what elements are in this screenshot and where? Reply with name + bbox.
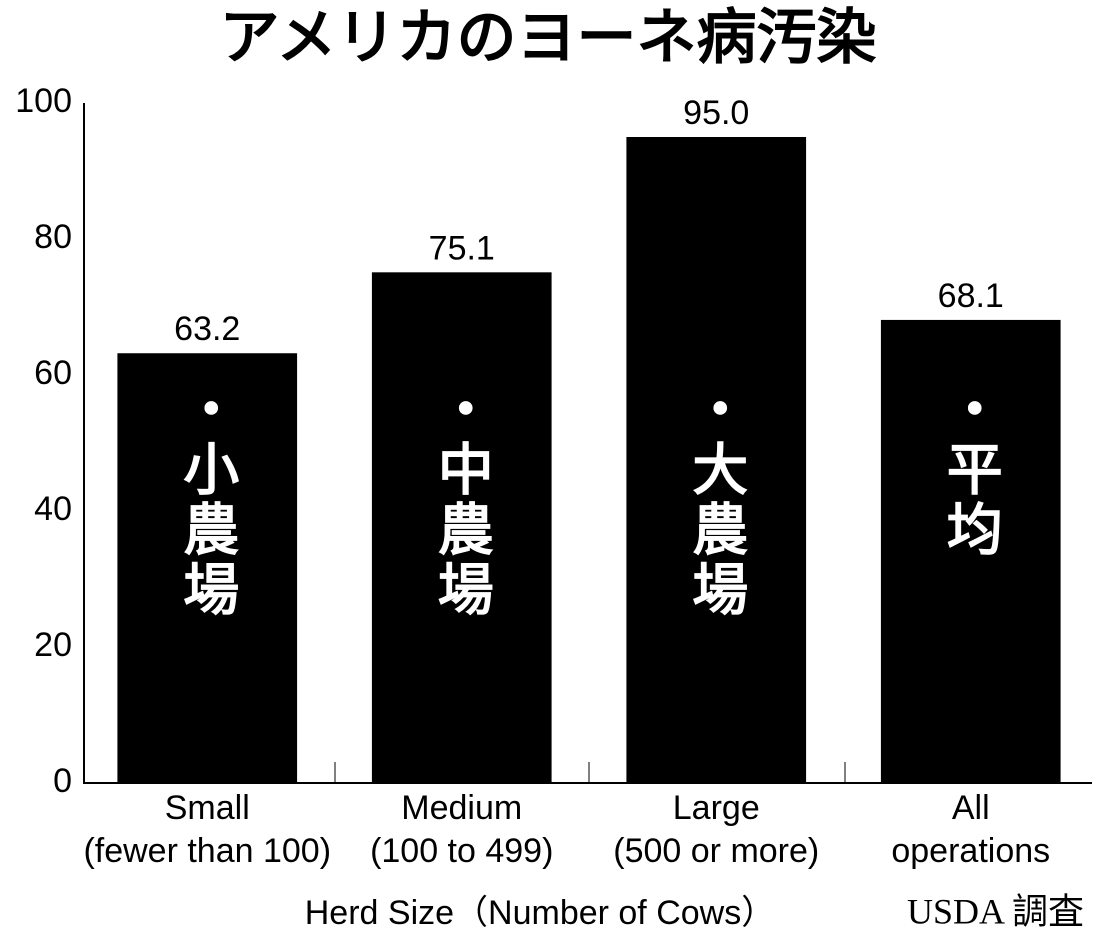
- bar-label: ・小農場: [176, 380, 239, 620]
- x-tick-label: operations: [891, 832, 1050, 870]
- x-axis-title: Herd Size（Number of Cows）: [305, 894, 775, 932]
- y-tick-label: 100: [15, 82, 72, 120]
- x-tick-label: (500 or more): [613, 832, 819, 870]
- x-tick-label: (100 to 499): [370, 832, 553, 870]
- x-tick-label: Large: [673, 789, 760, 827]
- bar: [880, 319, 1061, 783]
- value-label: 63.2: [174, 310, 240, 348]
- x-tick-label: Medium: [401, 789, 522, 827]
- bar: [117, 353, 298, 783]
- bar-label: ・大農場: [685, 380, 748, 620]
- source-note: USDA 調査: [907, 891, 1084, 931]
- bar: [371, 272, 552, 783]
- y-tick-label: 60: [34, 354, 72, 392]
- x-tick-label: All: [952, 789, 990, 827]
- chart-title: アメリカのヨーネ病汚染: [220, 4, 877, 71]
- value-label: 75.1: [429, 229, 495, 267]
- bar: [626, 137, 807, 783]
- bar-label: ・中農場: [430, 380, 493, 620]
- x-tick-label: Small: [165, 789, 250, 827]
- y-tick-label: 20: [34, 626, 72, 664]
- value-label: 68.1: [938, 277, 1004, 315]
- y-tick-label: 0: [53, 762, 72, 800]
- bar-label: ・平均: [939, 380, 1002, 560]
- y-tick-label: 40: [34, 490, 72, 528]
- value-label: 95.0: [683, 94, 749, 132]
- y-tick-label: 80: [34, 218, 72, 256]
- x-tick-label: (fewer than 100): [83, 832, 331, 870]
